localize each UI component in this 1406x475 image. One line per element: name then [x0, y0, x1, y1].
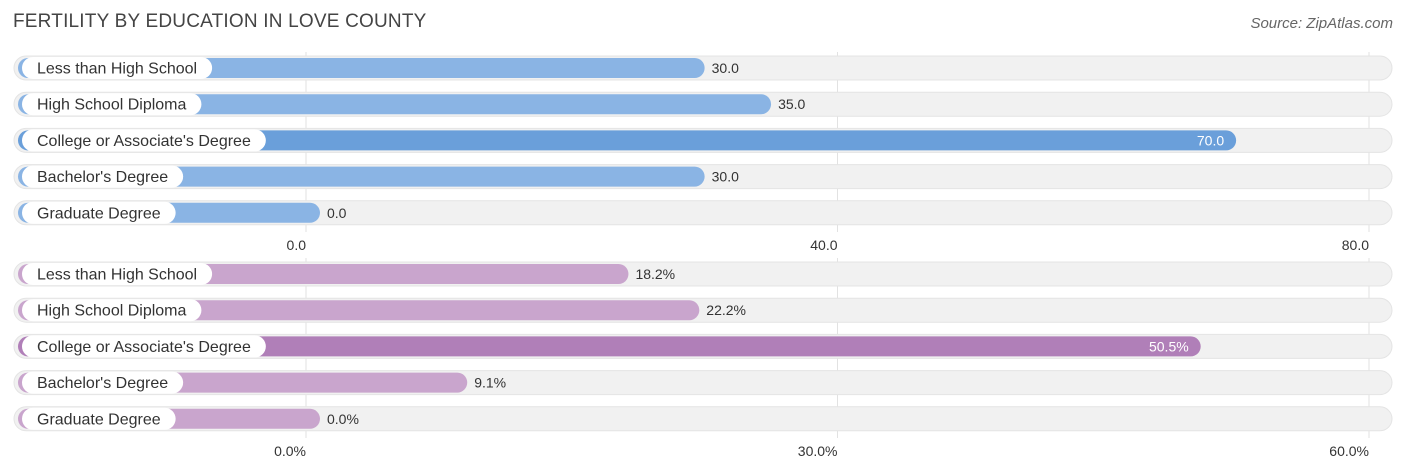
bar-row: High School Diploma 35.0	[13, 91, 1393, 117]
value-label: 30.0	[712, 169, 739, 185]
value-label: 18.2%	[635, 266, 675, 282]
category-label-pill	[22, 93, 202, 116]
bar-track	[13, 406, 1393, 432]
chart-panel-1: Less than High School 30.0 High School Dip…	[13, 52, 1393, 253]
category-label-pill	[22, 335, 266, 358]
x-tick-label: 0.0	[287, 237, 307, 253]
category-label-pill	[22, 129, 266, 152]
x-tick-label: 0.0%	[274, 443, 306, 459]
bar-row: Bachelor's Degree 9.1%	[13, 370, 1393, 396]
x-tick-label: 40.0	[810, 237, 837, 253]
x-tick-label: 30.0%	[798, 443, 838, 459]
category-label: Graduate Degree	[37, 205, 161, 222]
value-label: 30.0	[712, 60, 739, 76]
bar	[18, 166, 705, 187]
value-label: 22.2%	[706, 302, 746, 318]
category-label-pill	[22, 407, 176, 430]
bar-row: Graduate Degree 0.0	[13, 200, 1393, 226]
bar-row: Bachelor's Degree 30.0	[13, 164, 1393, 190]
category-label-pill	[22, 299, 202, 322]
category-label: College or Associate's Degree	[37, 339, 251, 356]
bar	[18, 94, 772, 115]
value-label: 70.0	[1197, 132, 1224, 148]
bar-row: High School Diploma 22.2%	[13, 297, 1393, 323]
bar	[18, 336, 1201, 357]
source-credit: Source: ZipAtlas.com	[1250, 15, 1393, 32]
category-label: Less than High School	[37, 267, 197, 284]
category-label: High School Diploma	[37, 97, 187, 114]
bar-row: Graduate Degree 0.0%	[13, 406, 1393, 432]
x-tick-label: 60.0%	[1329, 443, 1369, 459]
category-label-pill	[22, 165, 184, 188]
bar-track	[13, 200, 1393, 226]
value-label: 35.0	[778, 96, 805, 112]
value-label: 0.0	[327, 205, 347, 221]
category-label-pill	[22, 57, 213, 79]
category-label-pill	[22, 371, 184, 394]
value-label: 50.5%	[1149, 338, 1189, 354]
bar-row: College or Associate's Degree 50.5%	[13, 333, 1393, 359]
category-label-pill	[22, 201, 176, 224]
value-label: 9.1%	[474, 375, 506, 391]
category-label-pill	[22, 263, 213, 285]
x-tick-label: 80.0	[1342, 237, 1369, 253]
value-label: 0.0%	[327, 411, 359, 427]
bar-row: Less than High School 18.2%	[13, 261, 1393, 287]
category-label: College or Associate's Degree	[37, 133, 251, 150]
category-label: Graduate Degree	[37, 411, 161, 428]
bar	[18, 130, 1237, 151]
category-label: Bachelor's Degree	[37, 169, 168, 186]
category-label: Bachelor's Degree	[37, 375, 168, 392]
chart-title: FERTILITY BY EDUCATION IN LOVE COUNTY	[13, 11, 427, 32]
category-label: Less than High School	[37, 61, 197, 78]
category-label: High School Diploma	[37, 303, 187, 320]
chart-panel-2: Less than High School 18.2% High School Di…	[13, 258, 1393, 459]
bar-row: Less than High School 30.0	[13, 55, 1393, 81]
bar-row: College or Associate's Degree 70.0	[13, 127, 1393, 153]
